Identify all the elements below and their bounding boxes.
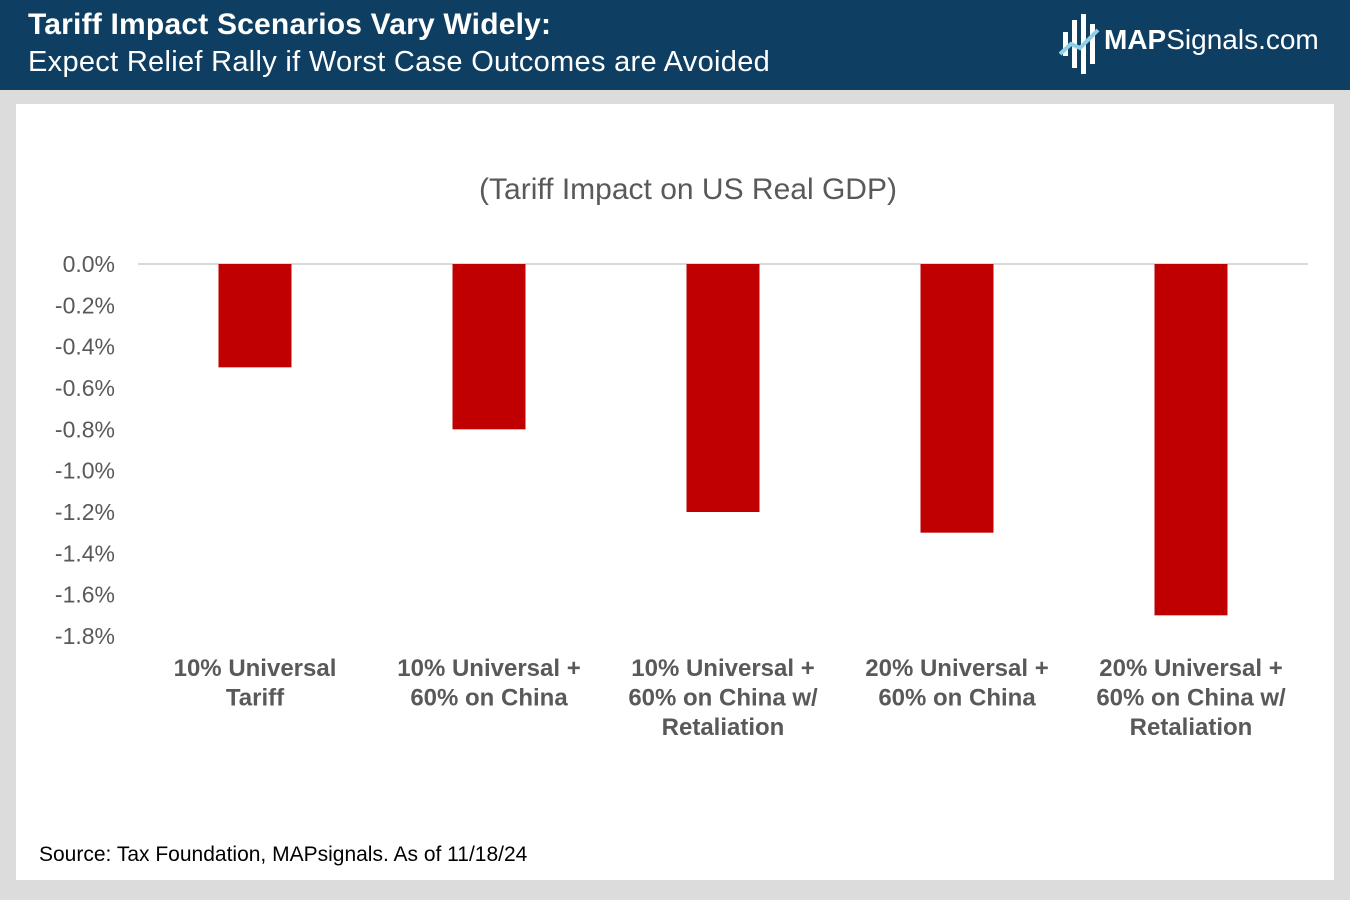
- y-tick-label: -1.2%: [55, 499, 115, 525]
- y-tick-label: -1.8%: [55, 623, 115, 649]
- x-tick-label: Retaliation: [662, 714, 785, 741]
- bar: [218, 264, 292, 368]
- bars: [218, 264, 1228, 616]
- y-tick-label: -1.4%: [55, 540, 115, 566]
- x-tick-label: 10% Universal +: [631, 655, 814, 682]
- logo-wordmark: MAPSignals.com: [1104, 24, 1319, 56]
- chart-title: (Tariff Impact on US Real GDP): [479, 173, 897, 206]
- bar: [452, 264, 526, 430]
- y-axis: 0.0% -0.2% -0.4% -0.6% -0.8% -1.0% -1.2% -1.4% -…: [55, 251, 115, 649]
- x-tick-label: 20% Universal +: [1099, 655, 1282, 682]
- page-subtitle: Expect Relief Rally if Worst Case Outcom…: [28, 46, 771, 78]
- header-banner: Tariff Impact Scenarios Vary Widely: Exp…: [0, 0, 1350, 90]
- bar: [1154, 264, 1228, 616]
- chart-panel: (Tariff Impact on US Real GDP) 0.0% -0.2%…: [16, 104, 1334, 880]
- page-title: Tariff Impact Scenarios Vary Widely:: [28, 8, 552, 41]
- y-tick-label: -0.6%: [55, 375, 115, 401]
- logo-wordmark-bold: MAP: [1104, 24, 1167, 55]
- bar-chart: (Tariff Impact on US Real GDP) 0.0% -0.2%…: [55, 173, 1308, 741]
- x-tick-label: 60% on China w/: [628, 685, 818, 712]
- x-tick-label: 20% Universal +: [865, 655, 1048, 682]
- map-signals-logo-icon: [1058, 14, 1100, 74]
- x-tick-label: Retaliation: [1130, 714, 1253, 741]
- logo-wordmark-rest: Signals.com: [1166, 24, 1319, 55]
- source-note: Source: Tax Foundation, MAPsignals. As o…: [39, 843, 528, 866]
- x-tick-label: 60% on China w/: [1096, 685, 1286, 712]
- x-tick-label: 60% on China: [410, 685, 568, 712]
- y-tick-label: -1.6%: [55, 582, 115, 608]
- x-tick-label: Tariff: [226, 685, 285, 712]
- x-tick-label: 60% on China: [878, 685, 1036, 712]
- y-tick-label: -0.2%: [55, 292, 115, 318]
- y-tick-label: -1.0%: [55, 458, 115, 484]
- y-tick-label: -0.4%: [55, 334, 115, 360]
- bar: [920, 264, 994, 533]
- brand-logo: MAPSignals.com: [1058, 10, 1328, 78]
- x-tick-label: 10% Universal +: [397, 655, 580, 682]
- x-axis-labels: 10% Universal Tariff 10% Universal + 60% on…: [174, 655, 1286, 741]
- x-tick-label: 10% Universal: [174, 655, 337, 682]
- bar: [686, 264, 760, 512]
- y-tick-label: -0.8%: [55, 416, 115, 442]
- y-tick-label: 0.0%: [63, 251, 115, 277]
